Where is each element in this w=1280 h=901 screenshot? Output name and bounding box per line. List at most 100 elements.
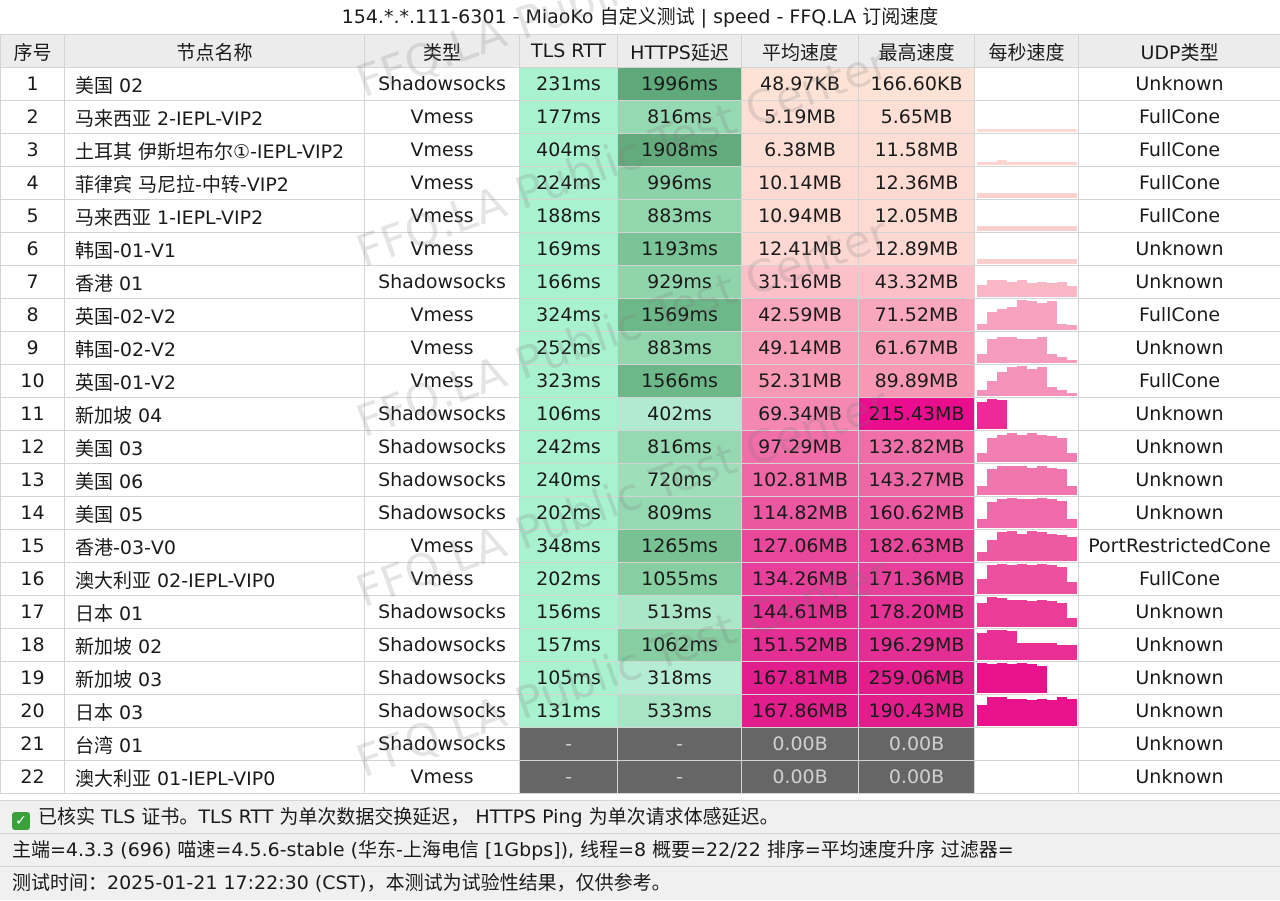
speed-profile-bar (987, 399, 997, 429)
column-header-per-second-speed[interactable]: 每秒速度 (974, 34, 1079, 68)
node-name-cell: 美国 02 (64, 67, 365, 101)
avg-speed-cell: 114.82MB (741, 496, 859, 530)
type-cell: Shadowsocks (364, 694, 520, 728)
speed-profile-bar (997, 697, 1007, 726)
column-header-avg-speed[interactable]: 平均速度 (741, 34, 859, 68)
column-header-https-latency[interactable]: HTTPS延迟 (617, 34, 742, 68)
avg-speed-cell: 10.94MB (741, 199, 859, 233)
max-speed-cell: 71.52MB (858, 298, 975, 332)
speed-profile-bar (987, 339, 997, 363)
table-row[interactable]: 17 日本 01 Shadowsocks 156ms 513ms 144.61MB 178.… (0, 595, 1280, 629)
column-header-max-speed[interactable]: 最高速度 (858, 34, 975, 68)
speed-profile-bar (987, 540, 997, 561)
speed-profile-bar (1037, 532, 1047, 561)
table-row[interactable]: 7 香港 01 Shadowsocks 166ms 929ms 31.16MB 43.32M… (0, 265, 1280, 299)
udp-type-cell: Unknown (1078, 760, 1280, 794)
table-row[interactable]: 1 美国 02 Shadowsocks 231ms 1996ms 48.97KB 166.6… (0, 67, 1280, 101)
table-row[interactable]: 19 新加坡 03 Shadowsocks 105ms 318ms 167.81MB 259… (0, 661, 1280, 695)
speed-profile-bar (987, 193, 997, 198)
https-latency-cell: 929ms (617, 265, 742, 299)
table-row[interactable]: 21 台湾 01 Shadowsocks - -0.00B 0.00B Unknown (0, 727, 1280, 761)
table-row[interactable]: 16 澳大利亚 02-IEPL-VIP0 Vmess 202ms 1055ms 134.2… (0, 562, 1280, 596)
speed-profile-bar (987, 597, 997, 627)
table-row[interactable]: 8 英国-02-V2 Vmess 324ms 1569ms 42.59MB 71.52MB F… (0, 298, 1280, 332)
node-name-cell: 马来西亚 1-IEPL-VIP2 (64, 199, 365, 233)
table-row[interactable]: 18 新加坡 02 Shadowsocks 157ms 1062ms 151.52MB 19… (0, 628, 1280, 662)
speed-profile-bar (1027, 700, 1037, 726)
https-latency-cell: 883ms (617, 199, 742, 233)
speed-profile-bar (1007, 259, 1017, 264)
udp-type-cell: Unknown (1078, 727, 1280, 761)
table-row[interactable]: 22 澳大利亚 01-IEPL-VIP0 Vmess - -0.00B 0.00B Unkn… (0, 760, 1280, 794)
node-name-cell: 澳大利亚 02-IEPL-VIP0 (64, 562, 365, 596)
avg-speed-cell: 31.16MB (741, 265, 859, 299)
speed-profile-bar (977, 402, 987, 429)
max-speed-cell: 160.62MB (858, 496, 975, 530)
speed-profile-bar (997, 400, 1007, 429)
table-row[interactable]: 6 韩国-01-V1 Vmess 169ms 1193ms 12.41MB 12.89MB U… (0, 232, 1280, 266)
speed-profile-bar (1047, 283, 1057, 297)
speed-profile-bar (977, 285, 987, 297)
speed-profile-bar (1047, 387, 1057, 396)
tls-rtt-cell: 404ms (519, 133, 618, 167)
table-row[interactable]: 9 韩国-02-V2 Vmess 252ms 883ms 49.14MB 61.67MB Un… (0, 331, 1280, 365)
speed-profile-bar (977, 486, 987, 495)
table-row[interactable]: 3 土耳其 伊斯坦布尔①-IEPL-VIP2 Vmess 404ms 1908ms 6.3… (0, 133, 1280, 167)
max-speed-cell: 215.43MB (858, 397, 975, 431)
udp-type-cell: FullCone (1078, 100, 1280, 134)
max-speed-cell: 61.67MB (858, 331, 975, 365)
avg-speed-cell: 48.97KB (741, 67, 859, 101)
index-cell: 6 (0, 232, 65, 266)
speed-profile-bar (997, 532, 1007, 561)
speed-profile-bar (1067, 226, 1077, 231)
speed-profile-cell (974, 397, 1079, 431)
speed-profile-bar (1027, 499, 1037, 528)
table-row[interactable]: 14 美国 05 Shadowsocks 202ms 809ms 114.82MB 160.… (0, 496, 1280, 530)
index-cell: 17 (0, 595, 65, 629)
speed-profile-bar (1057, 193, 1067, 198)
speed-profile-cell (974, 463, 1079, 497)
column-header-type[interactable]: 类型 (364, 34, 520, 68)
speed-profile-bar (1007, 600, 1017, 627)
speed-profile-bar (1017, 300, 1027, 330)
speed-profile-bar (987, 565, 997, 594)
speed-profile-cell (974, 562, 1079, 596)
type-cell: Shadowsocks (364, 496, 520, 530)
speed-profile-bar (997, 280, 1007, 297)
table-row[interactable]: 15 香港-03-V0 Vmess 348ms 1265ms 127.06MB 182.63… (0, 529, 1280, 563)
tls-rtt-cell: 177ms (519, 100, 618, 134)
column-header-tls-rtt[interactable]: TLS RTT (519, 34, 618, 68)
table-row[interactable]: 5 马来西亚 1-IEPL-VIP2 Vmess 188ms 883ms 10.94MB 1… (0, 199, 1280, 233)
table-row[interactable]: 13 美国 06 Shadowsocks 240ms 720ms 102.81MB 143.… (0, 463, 1280, 497)
speed-profile-bar (1037, 666, 1047, 693)
speed-profile-bar (987, 630, 997, 660)
table-row[interactable]: 12 美国 03 Shadowsocks 242ms 816ms 97.29MB 132.8… (0, 430, 1280, 464)
tls-rtt-cell: 156ms (519, 595, 618, 629)
https-latency-cell: 816ms (617, 430, 742, 464)
index-cell: 18 (0, 628, 65, 662)
speed-profile-bar (1007, 367, 1017, 396)
speed-profile-bar (1047, 226, 1057, 231)
tls-rtt-cell: 242ms (519, 430, 618, 464)
max-speed-cell: 143.27MB (858, 463, 975, 497)
table-row[interactable]: 2 马来西亚 2-IEPL-VIP2 Vmess 177ms 816ms 5.19MB 5.… (0, 100, 1280, 134)
https-latency-cell: 513ms (617, 595, 742, 629)
avg-speed-cell: 144.61MB (741, 595, 859, 629)
column-header-udp-type[interactable]: UDP类型 (1078, 34, 1280, 68)
table-row[interactable]: 10 英国-01-V2 Vmess 323ms 1566ms 52.31MB 89.89MB… (0, 364, 1280, 398)
speed-profile-bar (1027, 129, 1037, 132)
table-row[interactable]: 11 新加坡 04 Shadowsocks 106ms 402ms 69.34MB 215.… (0, 397, 1280, 431)
type-cell: Shadowsocks (364, 727, 520, 761)
type-cell: Vmess (364, 298, 520, 332)
max-speed-cell: 0.00B (858, 760, 975, 794)
node-name-cell: 韩国-01-V1 (64, 232, 365, 266)
speed-profile-bar (1017, 129, 1027, 132)
speed-profile-bar (1057, 357, 1067, 363)
https-latency-cell: 1062ms (617, 628, 742, 662)
avg-speed-cell: 42.59MB (741, 298, 859, 332)
column-header-index[interactable]: 序号 (0, 34, 65, 68)
table-row[interactable]: 20 日本 03 Shadowsocks 131ms 533ms 167.86MB 190.… (0, 694, 1280, 728)
column-header-node-name[interactable]: 节点名称 (64, 34, 365, 68)
speed-profile-bar (1007, 193, 1017, 198)
table-row[interactable]: 4 菲律宾 马尼拉-中转-VIP2 Vmess 224ms 996ms 10.14MB 12… (0, 166, 1280, 200)
